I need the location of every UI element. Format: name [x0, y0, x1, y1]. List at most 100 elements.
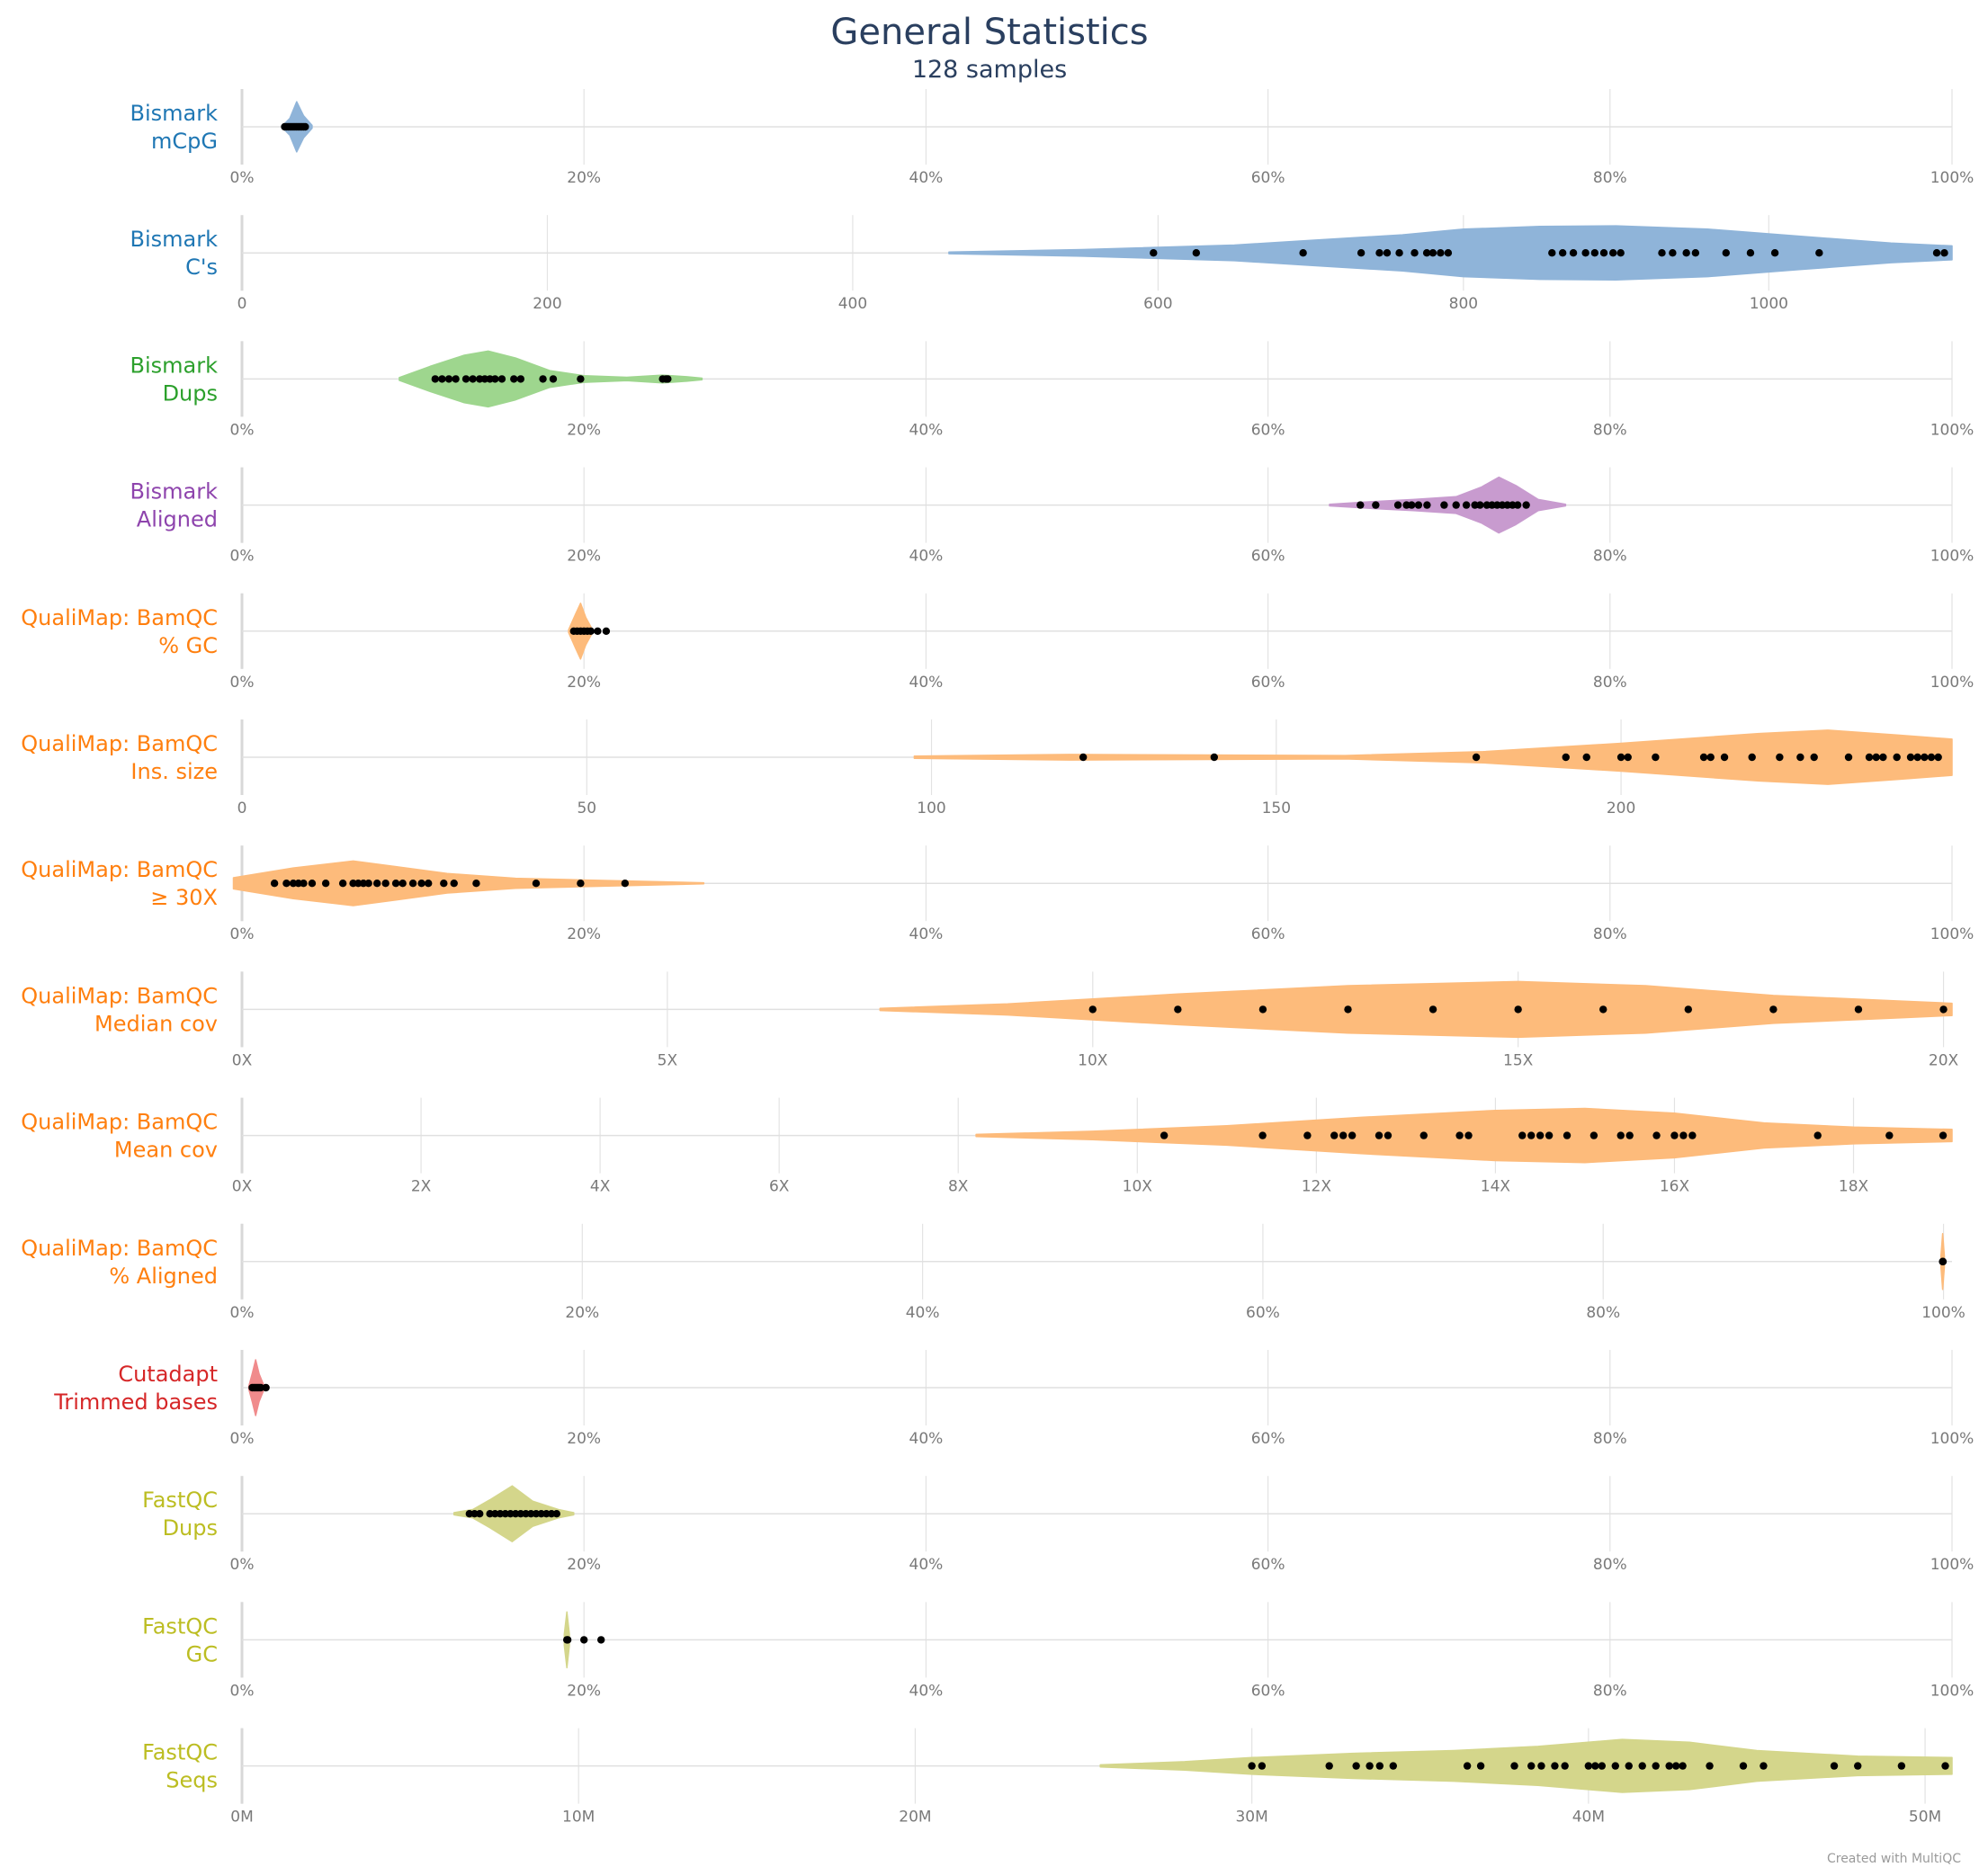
- sample-point[interactable]: [472, 880, 480, 888]
- sample-point[interactable]: [1669, 249, 1677, 257]
- sample-point[interactable]: [1652, 1762, 1660, 1770]
- sample-point[interactable]: [1616, 753, 1625, 762]
- sample-point[interactable]: [1464, 1131, 1473, 1139]
- sample-point[interactable]: [1906, 753, 1915, 762]
- sample-point[interactable]: [1537, 1762, 1545, 1770]
- sample-point[interactable]: [1813, 1131, 1822, 1139]
- sample-point[interactable]: [1303, 1131, 1312, 1139]
- sample-point[interactable]: [1357, 501, 1365, 509]
- sample-point[interactable]: [1513, 501, 1522, 509]
- sample-point[interactable]: [510, 375, 518, 383]
- sample-point[interactable]: [1545, 1131, 1554, 1139]
- sample-point[interactable]: [1879, 753, 1887, 762]
- sample-point[interactable]: [1410, 249, 1419, 257]
- sample-point[interactable]: [516, 375, 525, 383]
- sample-point[interactable]: [602, 627, 611, 635]
- violin-shape[interactable]: [913, 729, 1953, 785]
- sample-point[interactable]: [1551, 1762, 1559, 1770]
- sample-point[interactable]: [1844, 753, 1853, 762]
- sample-point[interactable]: [1810, 753, 1818, 762]
- sample-point[interactable]: [300, 880, 308, 888]
- sample-point[interactable]: [398, 880, 407, 888]
- sample-point[interactable]: [532, 880, 541, 888]
- sample-point[interactable]: [1591, 1762, 1599, 1770]
- sample-point[interactable]: [1455, 1131, 1464, 1139]
- sample-point[interactable]: [450, 880, 458, 888]
- sample-point[interactable]: [497, 375, 506, 383]
- sample-point[interactable]: [1625, 1131, 1634, 1139]
- violin-shape[interactable]: [232, 860, 705, 907]
- sample-point[interactable]: [391, 880, 400, 888]
- sample-point[interactable]: [563, 1636, 572, 1644]
- sample-point[interactable]: [1885, 1131, 1894, 1139]
- sample-point[interactable]: [381, 880, 390, 888]
- multiqc-credit[interactable]: Created with MultiQC: [1827, 1852, 1961, 1866]
- sample-point[interactable]: [1688, 1131, 1697, 1139]
- sample-point[interactable]: [1921, 753, 1929, 762]
- sample-point[interactable]: [1563, 1131, 1572, 1139]
- sample-point[interactable]: [1384, 1131, 1392, 1139]
- sample-point[interactable]: [364, 880, 372, 888]
- sample-point[interactable]: [1706, 1762, 1714, 1770]
- sample-point[interactable]: [1408, 501, 1416, 509]
- sample-point[interactable]: [1927, 753, 1936, 762]
- sample-point[interactable]: [1815, 249, 1823, 257]
- sample-point[interactable]: [1476, 501, 1484, 509]
- sample-point[interactable]: [1569, 249, 1578, 257]
- violin-shape[interactable]: [975, 1107, 1953, 1164]
- sample-point[interactable]: [308, 880, 317, 888]
- sample-point[interactable]: [1561, 1762, 1569, 1770]
- sample-point[interactable]: [1375, 1131, 1384, 1139]
- sample-point[interactable]: [1393, 501, 1402, 509]
- sample-point[interactable]: [1665, 1762, 1673, 1770]
- sample-point[interactable]: [461, 375, 470, 383]
- sample-point[interactable]: [431, 375, 440, 383]
- sample-point[interactable]: [1939, 1131, 1948, 1139]
- sample-point[interactable]: [1330, 1131, 1339, 1139]
- sample-point[interactable]: [664, 375, 672, 383]
- sample-point[interactable]: [1514, 1005, 1522, 1014]
- sample-point[interactable]: [1558, 249, 1567, 257]
- sample-point[interactable]: [1463, 1762, 1472, 1770]
- sample-point[interactable]: [1548, 249, 1556, 257]
- sample-point[interactable]: [321, 880, 330, 888]
- sample-point[interactable]: [597, 1636, 605, 1644]
- sample-point[interactable]: [270, 880, 279, 888]
- sample-point[interactable]: [1941, 1762, 1949, 1770]
- sample-point[interactable]: [372, 880, 381, 888]
- sample-point[interactable]: [1872, 753, 1880, 762]
- sample-point[interactable]: [1624, 753, 1632, 762]
- sample-point[interactable]: [1395, 249, 1403, 257]
- sample-point[interactable]: [1913, 753, 1921, 762]
- sample-point[interactable]: [469, 375, 477, 383]
- sample-point[interactable]: [1865, 753, 1874, 762]
- sample-point[interactable]: [1590, 249, 1599, 257]
- sample-point[interactable]: [1739, 1762, 1748, 1770]
- sample-point[interactable]: [1160, 1131, 1169, 1139]
- sample-point[interactable]: [1679, 1762, 1687, 1770]
- sample-point[interactable]: [1589, 1131, 1598, 1139]
- sample-point[interactable]: [1452, 501, 1460, 509]
- sample-point[interactable]: [476, 1510, 484, 1518]
- sample-point[interactable]: [1527, 1762, 1536, 1770]
- sample-point[interactable]: [1428, 1005, 1437, 1014]
- sample-point[interactable]: [1598, 1762, 1607, 1770]
- sample-point[interactable]: [1652, 753, 1660, 762]
- sample-point[interactable]: [1325, 1762, 1333, 1770]
- sample-point[interactable]: [1357, 249, 1366, 257]
- sample-point[interactable]: [1934, 753, 1942, 762]
- sample-point[interactable]: [580, 1636, 588, 1644]
- sample-point[interactable]: [1854, 1762, 1862, 1770]
- sample-point[interactable]: [282, 880, 291, 888]
- sample-point[interactable]: [1796, 753, 1804, 762]
- sample-point[interactable]: [1258, 1762, 1267, 1770]
- sample-point[interactable]: [552, 1510, 560, 1518]
- sample-point[interactable]: [577, 880, 585, 888]
- sample-point[interactable]: [1939, 1257, 1948, 1266]
- sample-point[interactable]: [1440, 501, 1448, 509]
- sample-point[interactable]: [1536, 1131, 1545, 1139]
- sample-point[interactable]: [1625, 1762, 1633, 1770]
- sample-point[interactable]: [438, 375, 446, 383]
- sample-point[interactable]: [1582, 753, 1590, 762]
- sample-point[interactable]: [1682, 249, 1690, 257]
